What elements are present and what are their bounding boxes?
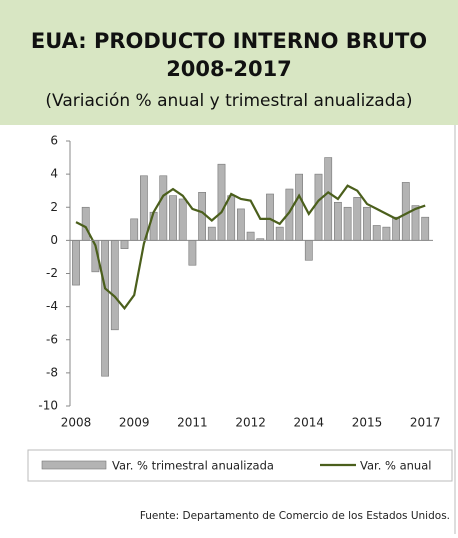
y-tick-label: -10 [38, 399, 58, 413]
x-tick-label: 2017 [410, 416, 441, 430]
bar [207, 226, 216, 241]
chart-title-line2: 2008-2017 [166, 57, 292, 81]
bar [188, 240, 197, 266]
source: Fuente: Departamento de Comercio de los … [140, 510, 450, 522]
y-tick-label: -8 [46, 365, 58, 379]
x-tick-label: 2009 [119, 416, 150, 430]
bar [295, 173, 303, 241]
bar [159, 175, 168, 241]
bar [198, 192, 206, 241]
bar [178, 198, 187, 241]
bar [81, 206, 90, 241]
title-band [0, 0, 458, 125]
bar [149, 211, 158, 241]
legend-label: Var. % anual [360, 459, 431, 473]
bar [343, 206, 352, 241]
y-tick-label: -2 [46, 266, 58, 280]
subtitle: (Variación % anual y trimestral anualiza… [45, 91, 412, 111]
x-tick-label: 2011 [177, 416, 208, 430]
legend-swatch [41, 460, 107, 470]
legend-label: Var. % trimestral anualizada [112, 459, 274, 473]
y-tick-label: -6 [46, 332, 58, 346]
bar [110, 240, 119, 331]
bar [120, 240, 129, 249]
bar [227, 195, 236, 241]
y-tick-label: 6 [50, 134, 58, 148]
bar [324, 157, 333, 241]
bar [372, 225, 381, 241]
legend-box [27, 449, 453, 482]
y-tick-label: 2 [50, 200, 58, 214]
bar [266, 193, 274, 241]
y-tick-label: -4 [46, 299, 58, 313]
bar [363, 206, 371, 241]
chart-title: EUA: PRODUCTO INTERNO BRUTO [31, 29, 427, 53]
x-tick-label: 2012 [235, 416, 266, 430]
y-tick-label: 0 [50, 233, 58, 247]
bar [72, 240, 80, 286]
bar [392, 216, 400, 241]
bar [353, 197, 362, 241]
bar [333, 201, 342, 241]
x-tick-label: 2008 [61, 416, 92, 430]
bar [314, 173, 323, 241]
bar [130, 218, 139, 241]
x-tick-label: 2014 [294, 416, 325, 430]
bar [382, 226, 391, 241]
line [75, 184, 426, 311]
bar [101, 240, 109, 377]
bar [169, 195, 177, 241]
y-tick-label: 4 [50, 167, 58, 181]
bar [237, 208, 245, 241]
bar [246, 231, 255, 241]
bar [275, 226, 284, 241]
bar [304, 240, 313, 261]
bar [140, 175, 148, 241]
x-tick-label: 2015 [352, 416, 383, 430]
bar [421, 216, 430, 241]
bar [217, 163, 226, 241]
